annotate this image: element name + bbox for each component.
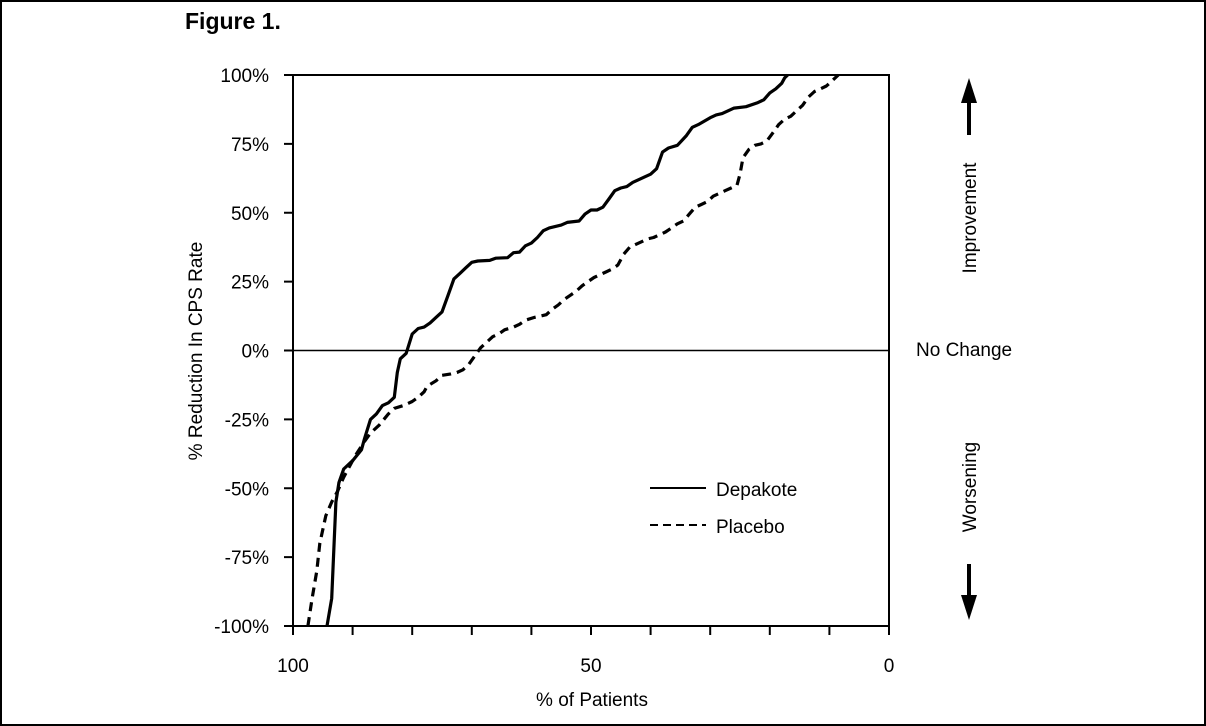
- y-tick-label: -25%: [225, 410, 269, 431]
- legend-depakote-label: Depakote: [716, 480, 797, 501]
- series-line-placebo: [306, 73, 840, 627]
- chart-legend: Depakote Placebo: [650, 480, 797, 538]
- no-change-label: No Change: [916, 340, 1012, 361]
- x-tick-label: 0: [884, 656, 895, 677]
- legend-placebo-label: Placebo: [716, 517, 785, 538]
- y-axis-label: % Reduction In CPS Rate: [186, 242, 207, 461]
- improvement-label: Improvement: [960, 162, 981, 274]
- chart-axes: -100% -75% -50% -25% 0% 25% 50% 75% 100% 100 50 0: [214, 66, 894, 677]
- y-tick-label: 0%: [242, 342, 270, 363]
- figure-label: Figure 1.: [185, 8, 281, 34]
- up-arrow-icon: [961, 78, 977, 135]
- y-tick-label: 25%: [231, 273, 269, 294]
- x-tick-label: 50: [580, 656, 601, 677]
- x-tick-label: 100: [277, 656, 309, 677]
- series-line-depakote: [325, 73, 789, 627]
- y-tick-label: 100%: [220, 66, 269, 87]
- y-tick-label: -75%: [225, 548, 269, 569]
- y-tick-label: 50%: [231, 204, 269, 225]
- y-tick-label: -50%: [225, 479, 269, 500]
- chart-series: [306, 73, 840, 627]
- worsening-label: Worsening: [960, 442, 981, 532]
- y-tick-label: 75%: [231, 135, 269, 156]
- x-axis-label: % of Patients: [536, 690, 648, 711]
- down-arrow-icon: [961, 564, 977, 620]
- y-tick-label: -100%: [214, 617, 269, 638]
